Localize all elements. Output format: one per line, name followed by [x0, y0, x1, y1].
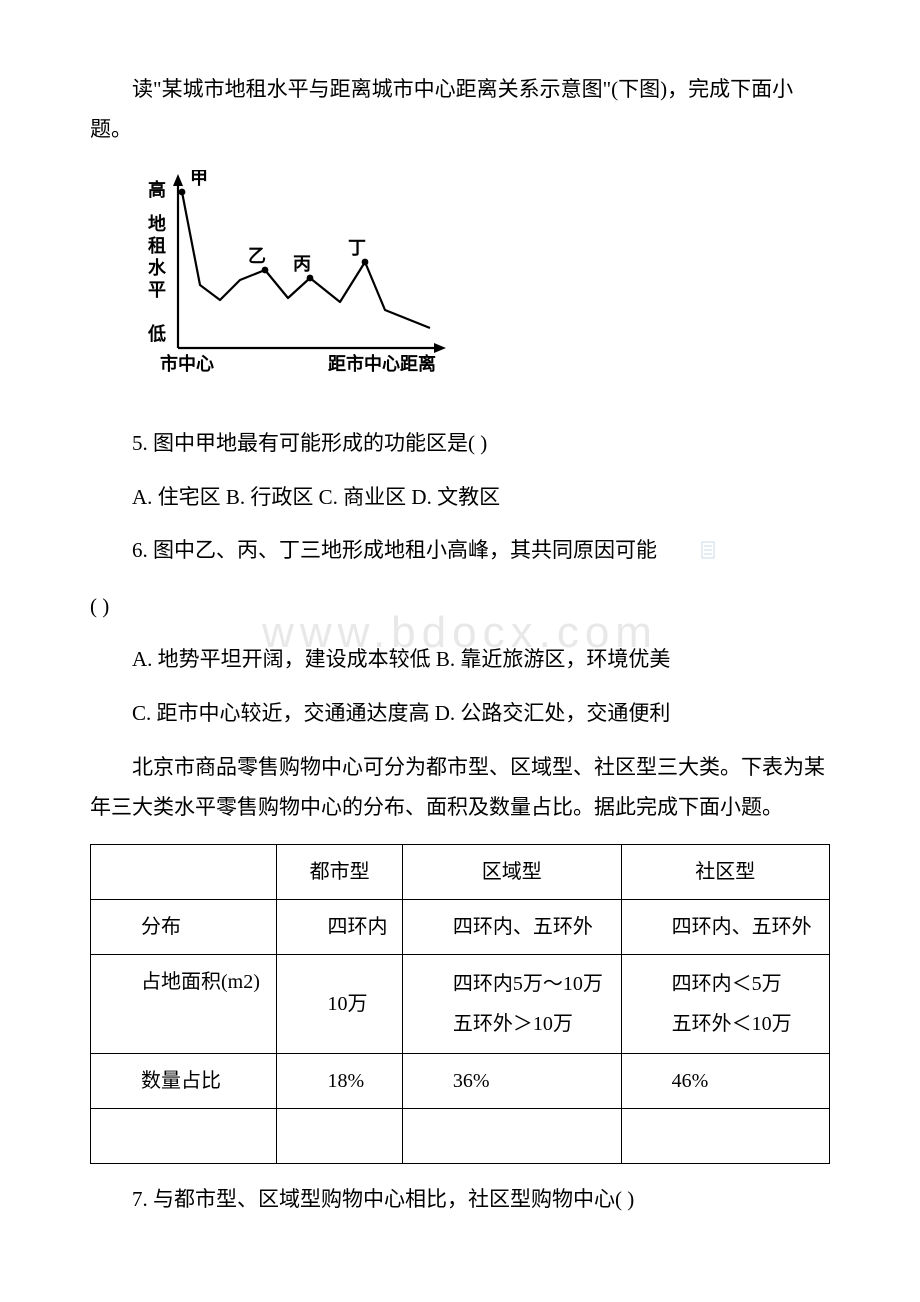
svg-text:丙: 丙 [293, 254, 311, 274]
rent-distance-chart: 高地租水平低市中心 距市中心距离 甲乙 丙 丁 [130, 170, 830, 404]
table-header-blank [91, 845, 277, 900]
table-header-metro: 都市型 [277, 845, 402, 900]
intro-paragraph-2: 北京市商品零售购物中心可分为都市型、区域型、社区型三大类。下表为某年三大类水平零… [90, 748, 830, 828]
table-row-distribution: 分布 四环内 四环内、五环外 四环内、五环外 [91, 900, 830, 955]
svg-text:丁: 丁 [348, 238, 366, 258]
svg-text:距市中心距离: 距市中心距离 [328, 353, 436, 374]
shopping-center-table: 都市型 区域型 社区型 分布 四环内 四环内、五环外 四环内、五环外 占地面积(… [90, 844, 830, 1164]
question-5-stem: 5. 图中甲地最有可能形成的功能区是( ) [90, 424, 830, 464]
svg-text:高: 高 [148, 179, 166, 200]
question-6-paren: ( ) [90, 587, 830, 627]
intro-paragraph-1: 读"某城市地租水平与距离城市中心距离关系示意图"(下图)，完成下面小题。 [90, 70, 830, 150]
table-row-empty [91, 1109, 830, 1164]
question-6-stem: 6. 图中乙、丙、丁三地形成地租小高峰，其共同原因可能 [90, 531, 830, 572]
cell-share-region: 36% [413, 1062, 611, 1100]
question-5-options: A. 住宅区 B. 行政区 C. 商业区 D. 文教区 [90, 478, 830, 518]
question-6-options-row2: C. 距市中心较近，交通通达度高 D. 公路交汇处，交通便利 [90, 694, 830, 734]
row-label-share: 数量占比 [101, 1062, 266, 1100]
cell-dist-community: 四环内、五环外 [632, 908, 819, 946]
table-row-share: 数量占比 18% 36% 46% [91, 1054, 830, 1109]
question-6-options-row1: A. 地势平坦开阔，建设成本较低 B. 靠近旅游区，环境优美 [90, 640, 830, 680]
cell-dist-region: 四环内、五环外 [413, 908, 611, 946]
svg-text:平: 平 [148, 280, 166, 300]
row-label-area: 占地面积(m2) [101, 963, 266, 1001]
cell-share-community: 46% [632, 1062, 819, 1100]
table-row-area: 占地面积(m2) 10万 四环内5万～10万 五环外＞10万 四环内＜5万 五环… [91, 955, 830, 1054]
svg-text:租: 租 [148, 235, 166, 256]
question-6-stem-text: 6. 图中乙、丙、丁三地形成地租小高峰，其共同原因可能 [132, 538, 657, 562]
cell-share-metro: 18% [287, 1062, 391, 1100]
question-7-stem: 7. 与都市型、区域型购物中心相比，社区型购物中心( ) [90, 1180, 830, 1220]
cell-dist-metro: 四环内 [287, 908, 391, 946]
svg-text:地: 地 [148, 213, 166, 234]
svg-text:乙: 乙 [248, 246, 266, 266]
cell-area-metro: 10万 [287, 985, 391, 1023]
table-header-community: 社区型 [621, 845, 829, 900]
cell-area-community-b: 五环外＜10万 [632, 1005, 819, 1043]
cell-area-region-a: 四环内5万～10万 [413, 965, 611, 1003]
svg-text:市中心: 市中心 [160, 353, 214, 374]
svg-text:低: 低 [147, 323, 166, 344]
svg-text:甲: 甲 [190, 170, 208, 188]
table-header-row: 都市型 区域型 社区型 [91, 845, 830, 900]
stem-trailing-icon [659, 533, 715, 573]
table-header-region: 区域型 [402, 845, 621, 900]
cell-area-region-b: 五环外＞10万 [413, 1005, 611, 1043]
svg-text:水: 水 [148, 257, 167, 278]
row-label-distribution: 分布 [101, 908, 266, 946]
cell-area-community-a: 四环内＜5万 [632, 965, 819, 1003]
